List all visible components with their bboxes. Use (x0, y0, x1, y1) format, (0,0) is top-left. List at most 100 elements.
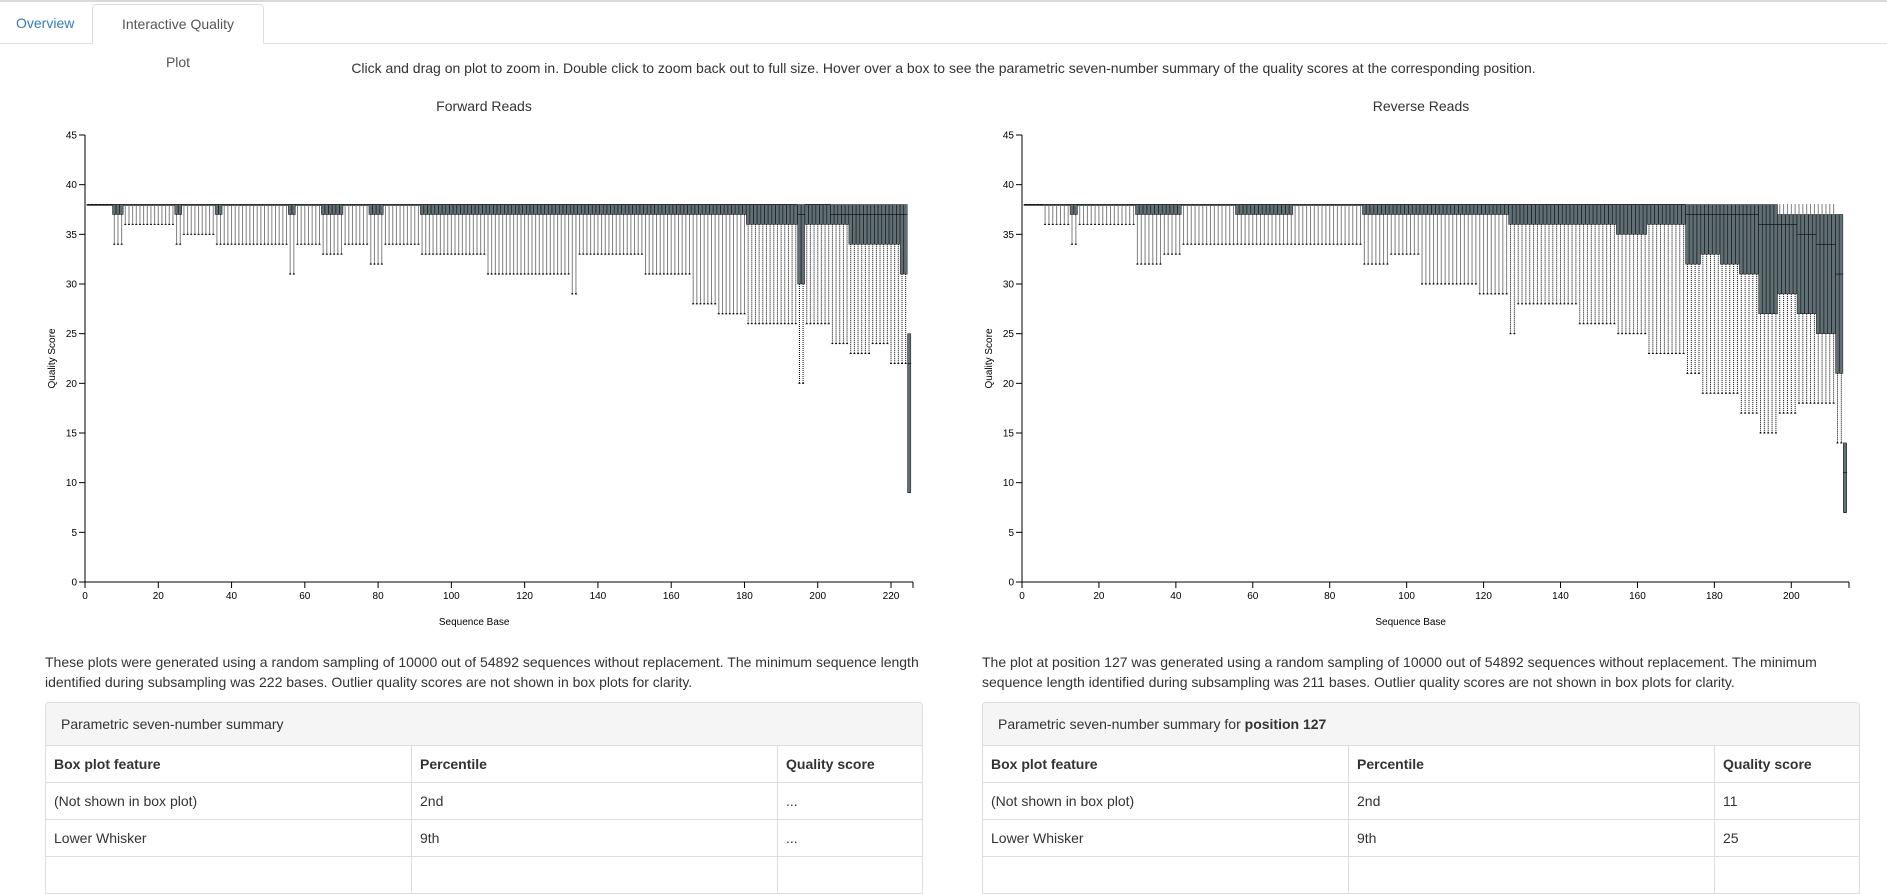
position-box[interactable] (1816, 204, 1821, 404)
position-box[interactable] (97, 204, 102, 206)
position-box[interactable] (218, 204, 223, 245)
position-box[interactable] (240, 204, 245, 245)
position-box[interactable] (1223, 204, 1228, 245)
position-box[interactable] (1773, 204, 1778, 434)
position-box[interactable] (192, 204, 197, 235)
position-box[interactable] (548, 204, 553, 275)
position-box[interactable] (163, 204, 168, 225)
position-box[interactable] (1039, 204, 1044, 206)
position-box[interactable] (1300, 204, 1305, 245)
tab-overview[interactable]: Overview (16, 15, 75, 31)
position-box[interactable] (1700, 204, 1705, 394)
position-box[interactable] (573, 204, 578, 295)
position-box[interactable] (1312, 204, 1317, 245)
position-box[interactable] (819, 204, 824, 325)
position-box[interactable] (727, 204, 732, 315)
position-box[interactable] (1746, 204, 1751, 414)
position-box[interactable] (134, 204, 139, 225)
position-box[interactable] (779, 204, 783, 325)
position-box[interactable] (1573, 204, 1578, 305)
position-box[interactable] (493, 204, 498, 275)
position-box[interactable] (888, 204, 893, 364)
position-box[interactable] (1358, 204, 1363, 245)
position-box[interactable] (1458, 204, 1463, 285)
position-box[interactable] (453, 204, 457, 255)
position-box[interactable] (148, 204, 153, 225)
position-box[interactable] (1350, 204, 1355, 245)
position-box[interactable] (500, 204, 505, 275)
position-box[interactable] (1708, 204, 1713, 394)
position-box[interactable] (1754, 204, 1759, 414)
position-box[interactable] (321, 204, 325, 255)
position-box[interactable] (1116, 204, 1121, 225)
position-box[interactable] (434, 204, 439, 255)
position-box[interactable] (1435, 204, 1440, 285)
position-box[interactable] (178, 204, 183, 245)
position-box[interactable] (1508, 204, 1513, 335)
position-box[interactable] (716, 204, 721, 315)
position-box[interactable] (1712, 204, 1717, 394)
position-box[interactable] (1081, 204, 1086, 225)
position-box[interactable] (852, 204, 857, 355)
position-box[interactable] (812, 204, 816, 325)
position-box[interactable] (438, 204, 443, 255)
position-box[interactable] (504, 204, 509, 275)
position-box[interactable] (1031, 204, 1036, 206)
position-box[interactable] (1323, 204, 1328, 245)
position-box[interactable] (1062, 204, 1067, 225)
position-box[interactable] (1066, 204, 1071, 225)
position-box[interactable] (749, 204, 754, 325)
position-box[interactable] (1639, 204, 1644, 335)
position-box[interactable] (1589, 204, 1594, 325)
position-box[interactable] (1246, 204, 1251, 245)
position-box[interactable] (848, 204, 853, 355)
position-box[interactable] (1466, 204, 1471, 285)
position-box[interactable] (1385, 204, 1390, 265)
position-box[interactable] (1035, 204, 1040, 206)
position-box[interactable] (1092, 204, 1098, 225)
position-box[interactable] (815, 204, 820, 325)
position-box[interactable] (606, 204, 611, 255)
position-box[interactable] (691, 204, 696, 305)
position-box[interactable] (112, 204, 117, 245)
position-box[interactable] (1766, 204, 1771, 434)
position-box[interactable] (449, 204, 454, 255)
position-box[interactable] (1131, 204, 1136, 225)
position-box[interactable] (1150, 204, 1155, 265)
position-box[interactable] (1400, 204, 1405, 255)
position-box[interactable] (379, 204, 384, 265)
position-box[interactable] (903, 204, 908, 364)
position-box[interactable] (1446, 204, 1451, 285)
position-box[interactable] (899, 204, 904, 364)
position-box[interactable] (1369, 204, 1374, 265)
position-box[interactable] (1281, 204, 1286, 245)
position-box[interactable] (896, 204, 901, 364)
position-box[interactable] (269, 204, 274, 245)
position-box[interactable] (566, 204, 571, 275)
position-box[interactable] (786, 204, 791, 325)
position-box[interactable] (599, 204, 604, 255)
position-box[interactable] (1273, 204, 1278, 245)
position-box[interactable] (1292, 204, 1298, 245)
position-box[interactable] (420, 204, 424, 255)
position-box[interactable] (1304, 204, 1309, 245)
position-box[interactable] (1627, 204, 1632, 335)
position-box[interactable] (669, 204, 674, 275)
position-box[interactable] (1823, 204, 1828, 404)
position-box[interactable] (1512, 204, 1517, 335)
position-box[interactable] (1208, 204, 1213, 245)
position-box[interactable] (874, 204, 879, 345)
position-box[interactable] (713, 204, 717, 305)
position-box[interactable] (1600, 204, 1605, 325)
position-box[interactable] (544, 204, 549, 275)
position-box[interactable] (841, 204, 846, 345)
position-box[interactable] (357, 204, 362, 245)
position-box[interactable] (229, 204, 234, 245)
position-box[interactable] (368, 204, 373, 265)
position-box[interactable] (1269, 204, 1274, 245)
position-box[interactable] (1585, 204, 1590, 325)
position-box[interactable] (152, 204, 157, 225)
position-box[interactable] (372, 204, 377, 265)
position-box[interactable] (1173, 204, 1178, 255)
position-box[interactable] (588, 204, 593, 255)
